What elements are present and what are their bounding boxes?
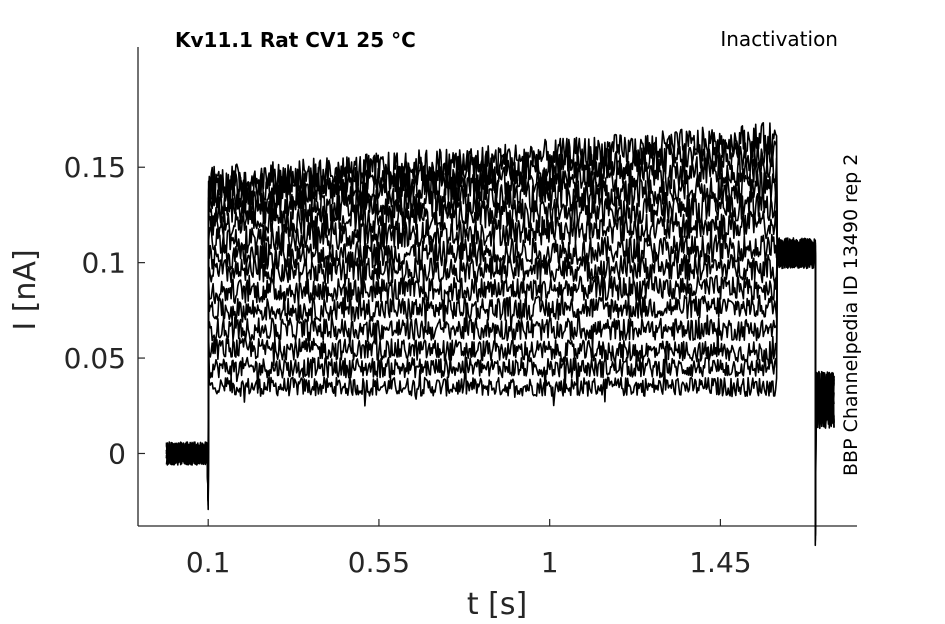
x-tick-label: 1 xyxy=(541,546,559,579)
current-trace-9 xyxy=(165,210,835,535)
current-trace-2 xyxy=(165,238,835,536)
chart-annotation-inactivation: Inactivation xyxy=(720,27,838,51)
current-trace-6 xyxy=(165,238,835,516)
y-tick-label: 0.05 xyxy=(64,342,126,375)
x-axis-label: t [s] xyxy=(467,587,527,622)
y-tick-label: 0.15 xyxy=(64,151,126,184)
x-axis-ticks: 0.1 0.55 1 1.45 xyxy=(186,519,752,579)
y-tick-label: 0.1 xyxy=(81,247,126,280)
x-tick-label: 0.55 xyxy=(348,546,410,579)
y-axis-label: I [nA] xyxy=(8,249,43,330)
current-trace-12 xyxy=(165,152,835,543)
y-axis-ticks: 0 0.05 0.1 0.15 xyxy=(64,151,145,470)
y-tick-label: 0 xyxy=(108,437,126,470)
chart-title: Kv11.1 Rat CV1 25 °C xyxy=(175,28,416,52)
x-tick-label: 1.45 xyxy=(689,546,751,579)
chart-annotation-source: BBP Channelpedia ID 13490 rep 2 xyxy=(840,154,862,476)
current-trace-8 xyxy=(165,220,835,516)
current-trace-3 xyxy=(165,237,835,531)
x-tick-label: 0.1 xyxy=(186,546,231,579)
current-trace-14 xyxy=(165,122,835,537)
current-trace-10 xyxy=(165,190,835,518)
plot-traces xyxy=(165,122,835,547)
current-trace-4 xyxy=(165,238,835,537)
current-trace-1 xyxy=(165,237,835,515)
current-trace-5 xyxy=(165,238,835,541)
